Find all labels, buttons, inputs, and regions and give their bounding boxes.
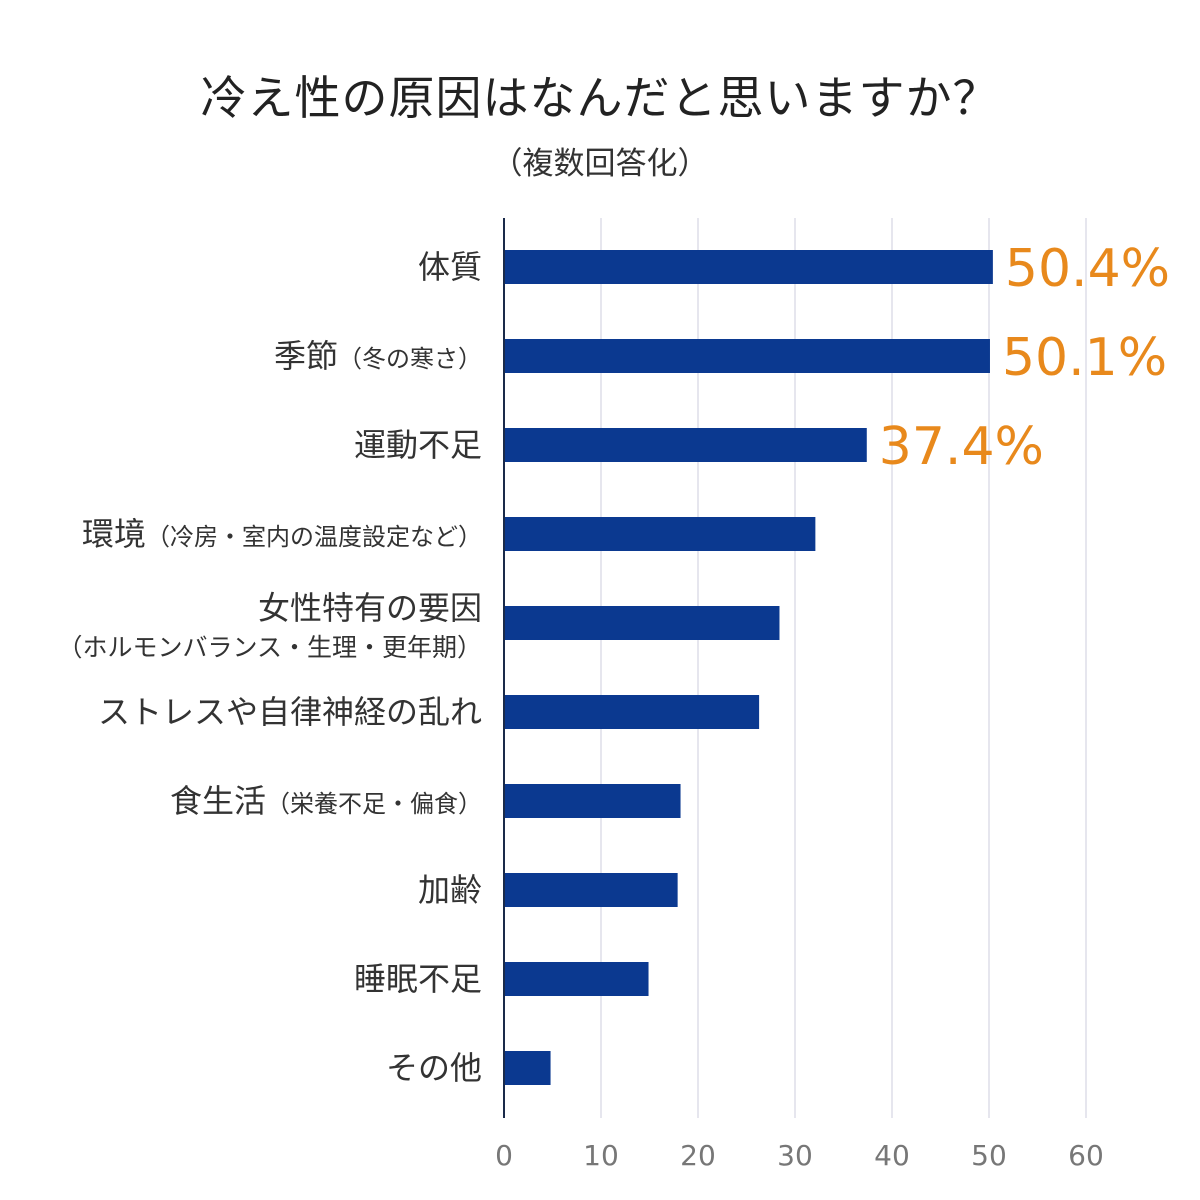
- category-label: 体質: [418, 248, 482, 286]
- category-sub: （栄養不足・偏食）: [266, 790, 482, 818]
- category-main: 睡眠不足: [354, 960, 482, 998]
- category-label: 食生活（栄養不足・偏食）: [170, 782, 482, 820]
- category-label: 運動不足: [354, 426, 482, 464]
- bar: [504, 517, 816, 551]
- category-sub: （冷房・室内の温度設定など）: [146, 523, 482, 551]
- category-main: その他: [386, 1049, 482, 1087]
- x-tick-label: 20: [680, 1139, 716, 1172]
- category-label: 加齢: [418, 871, 482, 909]
- category-main: ストレスや自律神経の乱れ: [98, 693, 482, 731]
- category-main: 季節: [274, 337, 338, 375]
- category-main: 環境: [82, 515, 146, 553]
- bar: [504, 606, 780, 640]
- bar: [504, 695, 760, 729]
- x-tick-label: 60: [1068, 1139, 1104, 1172]
- bar: [504, 873, 678, 907]
- chart-subtitle: （複数回答化）: [491, 146, 709, 182]
- data-label: 37.4%: [879, 417, 1044, 477]
- bar: [504, 962, 649, 996]
- category-label: その他: [386, 1049, 482, 1087]
- x-tick-label: 0: [495, 1139, 513, 1172]
- category-label: 環境（冷房・室内の温度設定など）: [82, 515, 482, 553]
- bar: [504, 428, 867, 462]
- chart-title: 冷え性の原因はなんだと思いますか？: [200, 71, 1000, 125]
- category-sub: （冬の寒さ）: [338, 345, 482, 373]
- category-main: 食生活: [170, 782, 266, 820]
- category-label: 睡眠不足: [354, 960, 482, 998]
- data-label: 50.4%: [1005, 239, 1170, 299]
- data-label: 50.1%: [1002, 328, 1167, 388]
- category-sublabel: （ホルモンバランス・生理・更年期）: [57, 633, 482, 662]
- x-tick-label: 50: [971, 1139, 1007, 1172]
- bar: [504, 339, 990, 373]
- bar: [504, 250, 993, 284]
- bar: [504, 1051, 551, 1085]
- category-label: ストレスや自律神経の乱れ: [98, 693, 482, 731]
- bar: [504, 784, 681, 818]
- category-label: 季節（冬の寒さ）: [274, 337, 482, 375]
- x-tick-label: 30: [777, 1139, 813, 1172]
- x-tick-label: 40: [874, 1139, 910, 1172]
- category-label: 女性特有の要因: [258, 589, 482, 627]
- category-main: 加齢: [418, 871, 482, 909]
- category-main: 運動不足: [354, 426, 482, 464]
- x-tick-label: 10: [583, 1139, 619, 1172]
- category-main: 体質: [418, 248, 482, 286]
